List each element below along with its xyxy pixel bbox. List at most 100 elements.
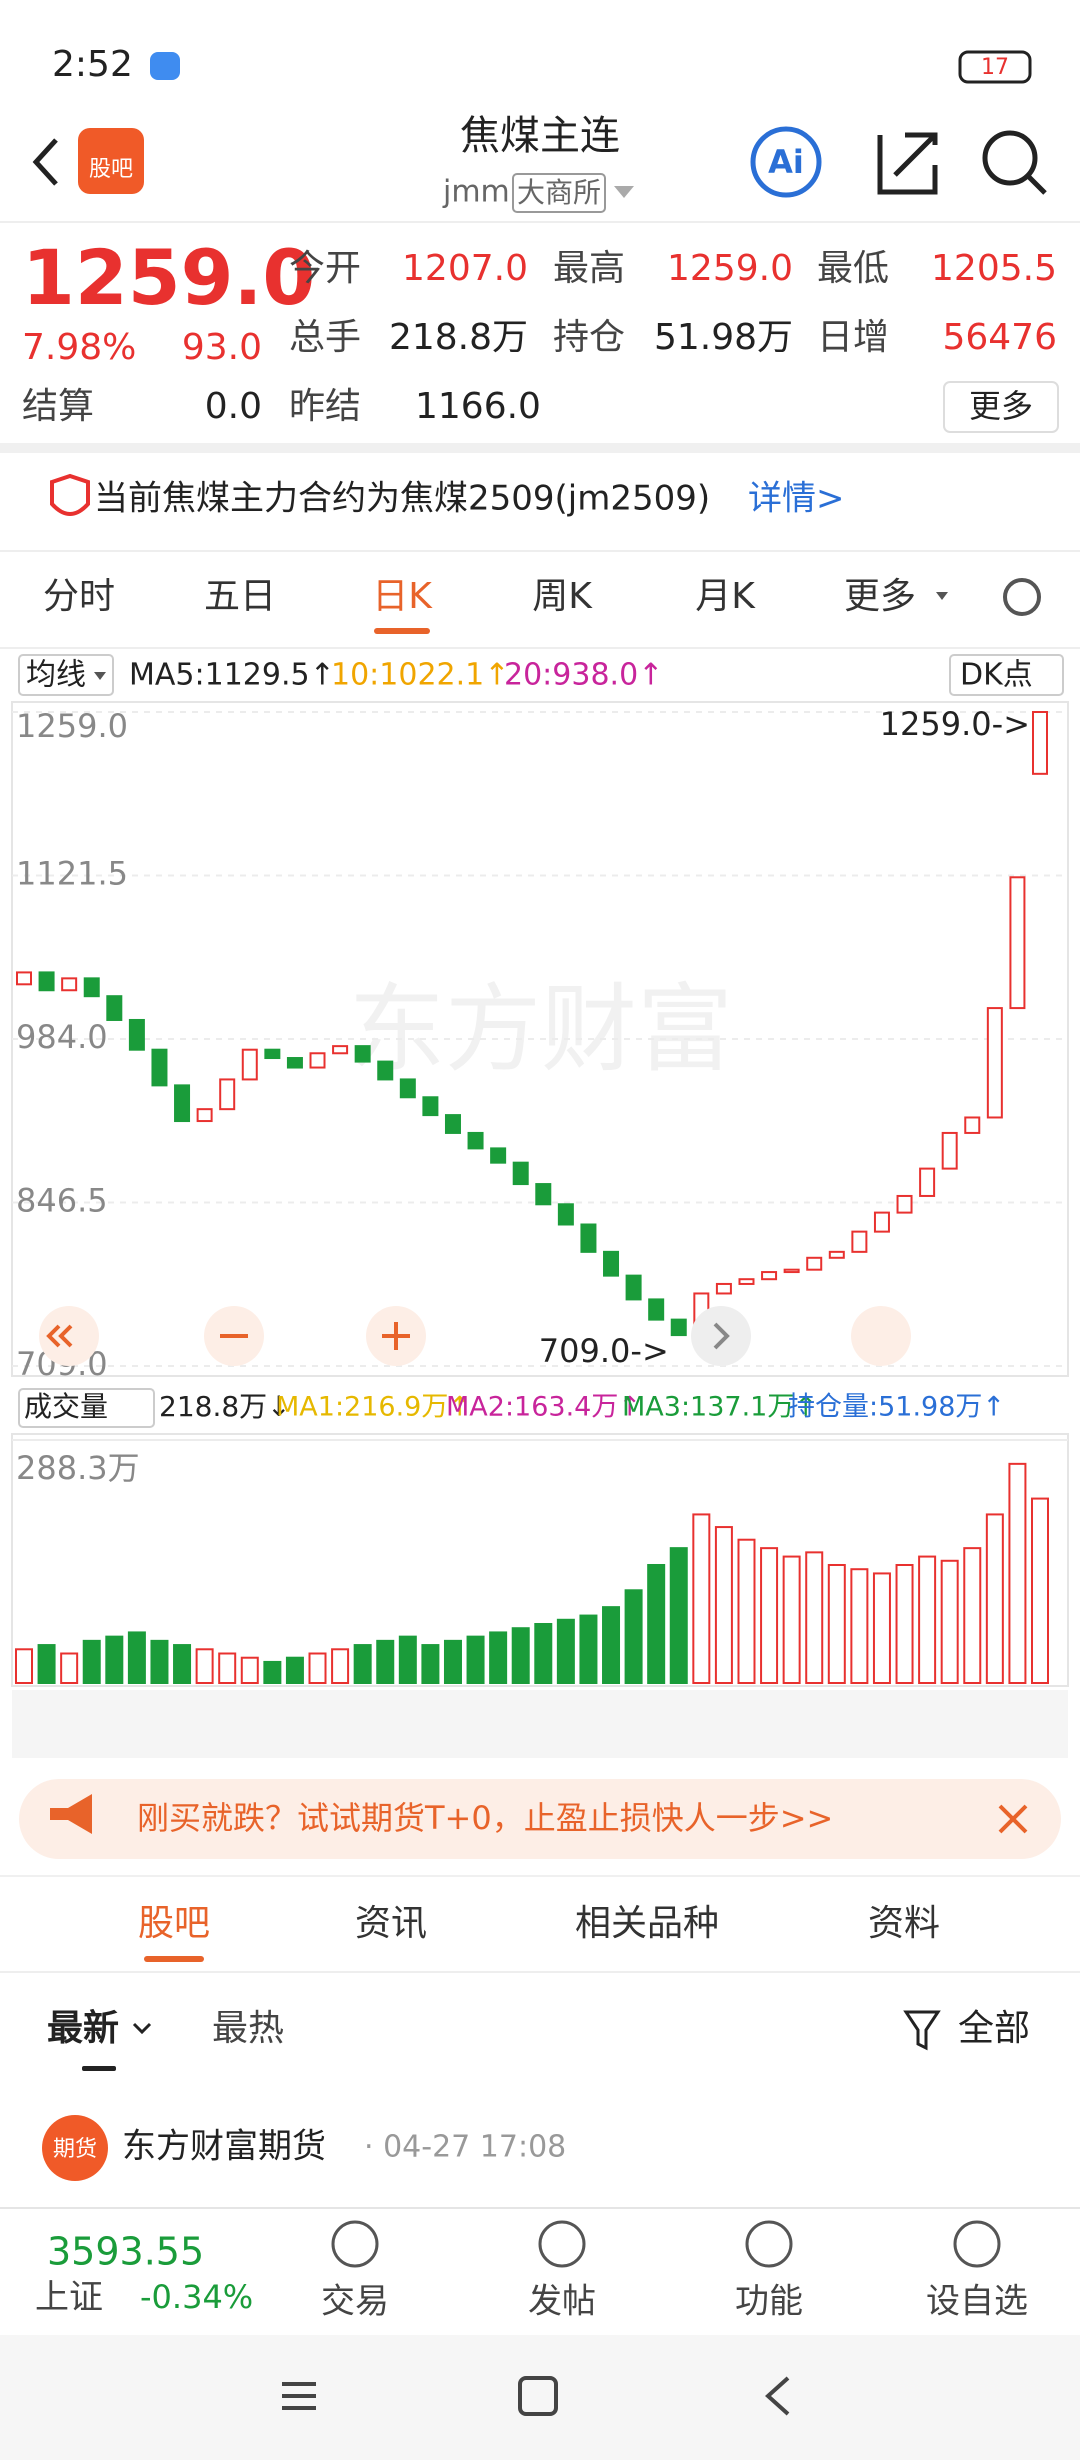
period-tabs: 分时 五日 日K 周K 月K 更多 xyxy=(43,576,948,634)
avatar[interactable] xyxy=(42,2115,108,2181)
notice-text: 当前焦煤主力合约为焦煤2509(jm2509) xyxy=(94,479,710,519)
candle xyxy=(761,1271,778,1281)
volume-bar xyxy=(195,1648,214,1685)
share-button[interactable] xyxy=(877,132,938,195)
period-tab[interactable]: 更多 xyxy=(844,576,916,617)
period-tab[interactable]: 五日 xyxy=(204,576,276,617)
y-tick-label: 1121.5 xyxy=(16,855,128,893)
action-label: 功能 xyxy=(735,2282,803,2322)
y-tick-label: 288.3万 xyxy=(16,1449,140,1487)
nav-home[interactable] xyxy=(518,2376,558,2416)
change: 93.0 xyxy=(182,327,262,368)
candle xyxy=(444,1114,461,1134)
ma-item: MA5:1129.5↑ xyxy=(129,658,335,693)
candle xyxy=(422,1096,439,1117)
volume-bar xyxy=(466,1635,485,1685)
candle xyxy=(783,1268,800,1274)
tab-underline xyxy=(144,1956,204,1962)
date-axis-bg xyxy=(12,1690,1068,1758)
filter-icon xyxy=(903,2010,941,2051)
volume-bar xyxy=(760,1547,779,1685)
volume-bar xyxy=(985,1513,1004,1685)
more-button[interactable] xyxy=(943,381,1059,433)
y-tick-label: 1259.0 xyxy=(16,707,128,745)
battery-level: 17 xyxy=(981,55,1009,80)
volume-bar xyxy=(556,1618,575,1684)
volume-bar xyxy=(1008,1462,1027,1684)
fullscreen[interactable] xyxy=(851,1306,911,1366)
status-time: 2:52 xyxy=(52,44,133,85)
field-value: 56476 xyxy=(942,317,1057,358)
ma-item: 10:1022.1↑ xyxy=(331,658,509,693)
banner-close[interactable] xyxy=(998,1804,1028,1834)
period-tab[interactable]: 周K xyxy=(532,576,593,617)
volume-bar xyxy=(805,1551,824,1685)
action-label: 交易 xyxy=(321,2282,389,2322)
candle xyxy=(309,1052,326,1069)
volume-frame xyxy=(11,1433,1069,1687)
icon xyxy=(132,2022,152,2035)
volume-selector[interactable] xyxy=(18,1388,155,1428)
filter-hot[interactable]: 最热 xyxy=(212,2008,284,2049)
banner-text: 刚买就跌？试试期货T+0，止盈止损快人一步>> xyxy=(137,1799,833,1837)
candle xyxy=(670,1318,687,1337)
notice-bg xyxy=(0,448,1080,548)
filter-all[interactable]: 全部 xyxy=(958,2008,1030,2049)
nav-menu[interactable] xyxy=(282,2382,316,2410)
bottom-actions: 交易 发帖 功能 设自选 xyxy=(321,2220,1028,2322)
notice-link[interactable]: 详情> xyxy=(748,479,845,519)
volume-bar xyxy=(1031,1497,1049,1684)
action-icon[interactable] xyxy=(331,2220,379,2268)
section-tab[interactable]: 股吧 xyxy=(138,1903,210,1944)
candle xyxy=(377,1060,394,1081)
next[interactable] xyxy=(691,1306,751,1366)
ma-selector-label: 均线 xyxy=(26,658,86,693)
settings-button[interactable] xyxy=(1003,578,1041,616)
action-icon[interactable] xyxy=(745,2220,793,2268)
volume-bar xyxy=(308,1652,327,1685)
icon xyxy=(382,1322,410,1350)
index-value[interactable]: 3593.55 xyxy=(47,2230,204,2274)
nav-back[interactable] xyxy=(765,2376,790,2416)
section-tab[interactable]: 相关品种 xyxy=(575,1903,719,1944)
dk-button[interactable] xyxy=(949,654,1064,696)
zoom-out-far[interactable] xyxy=(39,1306,99,1366)
ma-selector[interactable] xyxy=(18,654,114,696)
field-label: 总手 xyxy=(289,317,361,358)
last-price: 1259.0 xyxy=(22,233,315,322)
search-button[interactable] xyxy=(982,130,1038,186)
volume-bar xyxy=(714,1526,733,1685)
volume-bar xyxy=(850,1568,869,1684)
action-icon[interactable] xyxy=(538,2220,586,2268)
back-button[interactable] xyxy=(32,138,58,186)
filter-latest[interactable]: 最新 xyxy=(47,2008,119,2049)
section-tab[interactable]: 资讯 xyxy=(355,1903,427,1944)
ai-button[interactable] xyxy=(750,126,822,198)
chart-controls xyxy=(39,1306,911,1366)
period-tab[interactable]: 日K xyxy=(372,576,433,617)
field-label: 最高 xyxy=(553,248,625,289)
candle xyxy=(1009,876,1026,1010)
y-tick-label: 846.5 xyxy=(16,1182,108,1220)
candle xyxy=(557,1203,574,1226)
banner-icon xyxy=(50,1794,92,1834)
volume-bar xyxy=(782,1555,801,1685)
exchange-dropdown[interactable] xyxy=(614,186,634,198)
settle-value: 0.0 xyxy=(205,386,262,427)
action-icon[interactable] xyxy=(953,2220,1001,2268)
candle xyxy=(61,977,78,992)
section-tab[interactable]: 资料 xyxy=(868,1903,940,1944)
post-author[interactable]: 东方财富期货 xyxy=(122,2127,326,2167)
field-value: 1259.0 xyxy=(667,248,793,289)
candle xyxy=(873,1211,890,1233)
period-tab[interactable]: 月K xyxy=(695,576,756,617)
volume-bar xyxy=(398,1635,417,1685)
logo[interactable] xyxy=(78,128,144,194)
period-tab[interactable]: 分时 xyxy=(43,576,115,617)
candle xyxy=(332,1045,349,1055)
prev-settle-value: 1166.0 xyxy=(415,386,541,427)
app-icon xyxy=(150,52,180,80)
more-label: 更多 xyxy=(969,387,1033,425)
promo-banner[interactable] xyxy=(19,1779,1061,1859)
